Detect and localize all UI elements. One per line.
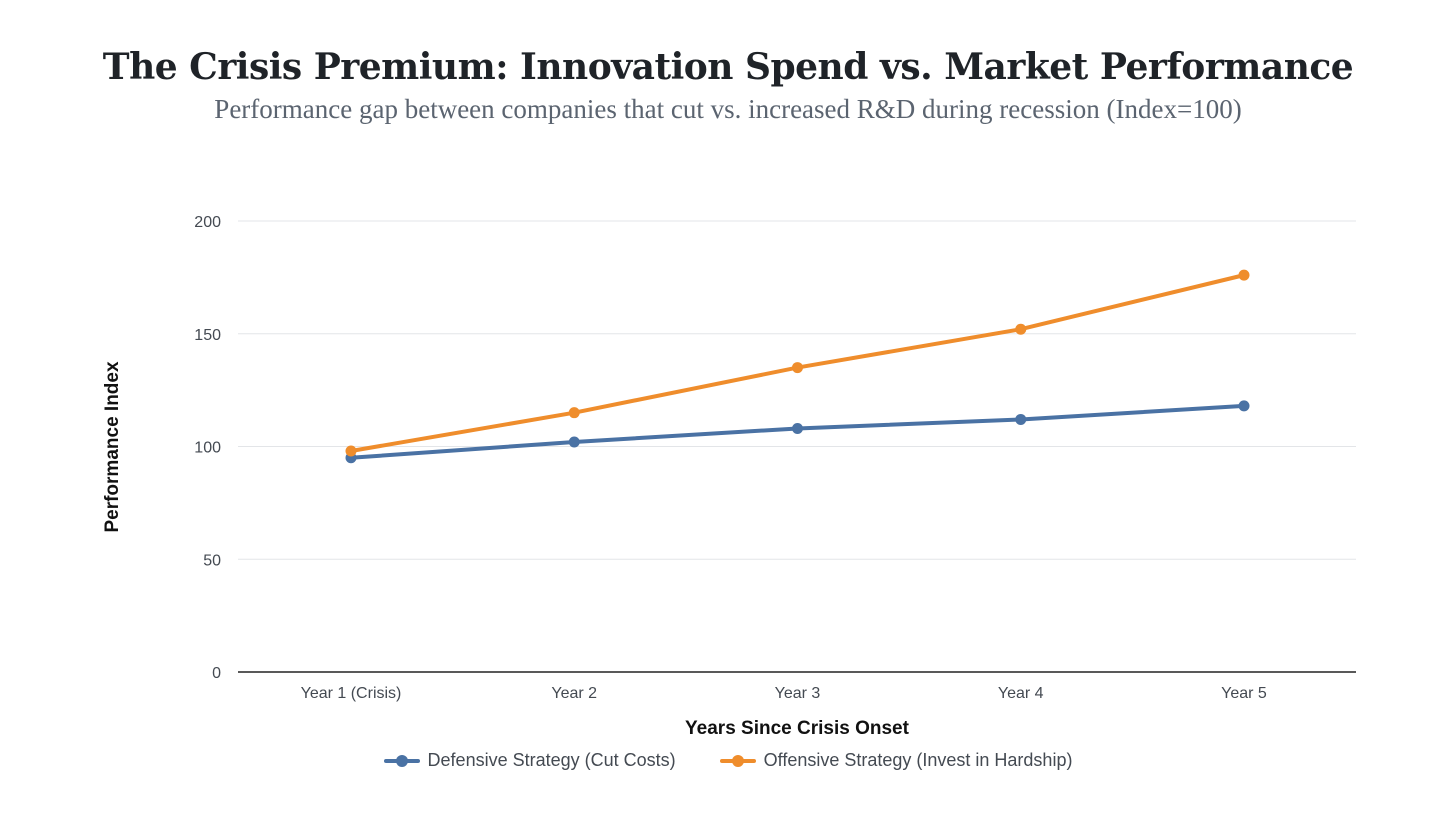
x-tick-label: Year 2 [551,685,597,702]
legend-label: Defensive Strategy (Cut Costs) [427,750,676,770]
chart-subtitle: Performance gap between companies that c… [214,94,1242,124]
data-point[interactable] [1238,400,1250,412]
y-tick-label: 50 [203,552,221,569]
legend-item-1[interactable]: Defensive Strategy (Cut Costs) [383,750,676,771]
legend-label: Offensive Strategy (Invest in Hardship) [763,750,1073,770]
y-tick-label: 0 [212,665,221,682]
y-tick-label: 100 [194,440,221,457]
y-axis-ticks: 0 50 100 150 200 [194,214,221,682]
data-point[interactable] [792,422,803,434]
x-axis-ticks: Year 1 (Crisis) Year 2 Year 3 Year 4 Year 5 [301,685,1267,702]
x-axis-title: Years Since Crisis Onset [685,718,910,739]
data-point[interactable] [345,445,357,457]
series-1 [345,400,1250,464]
legend-swatch [383,754,420,768]
x-tick-label: Year 5 [1221,685,1267,702]
data-point[interactable] [792,362,803,374]
series-2 [345,269,1250,457]
series-layer [345,269,1250,464]
data-point[interactable] [1015,323,1027,335]
data-point[interactable] [568,407,580,419]
y-tick-label: 150 [194,327,221,344]
gridlines [238,220,1356,560]
data-point[interactable] [1238,269,1250,281]
x-tick-label: Year 1 (Crisis) [301,685,402,702]
data-point[interactable] [568,436,580,448]
chart-legend: Defensive Strategy (Cut Costs) Offensive … [0,750,1456,771]
legend-item-2[interactable]: Offensive Strategy (Invest in Hardship) [719,750,1073,771]
x-tick-label: Year 4 [998,685,1044,702]
chart-title: The Crisis Premium: Innovation Spend vs.… [102,46,1354,88]
y-tick-label: 200 [194,214,221,231]
y-axis-title: Performance Index [102,361,123,532]
x-tick-label: Year 3 [775,685,821,702]
data-point[interactable] [1015,413,1027,425]
legend-swatch [719,754,756,768]
